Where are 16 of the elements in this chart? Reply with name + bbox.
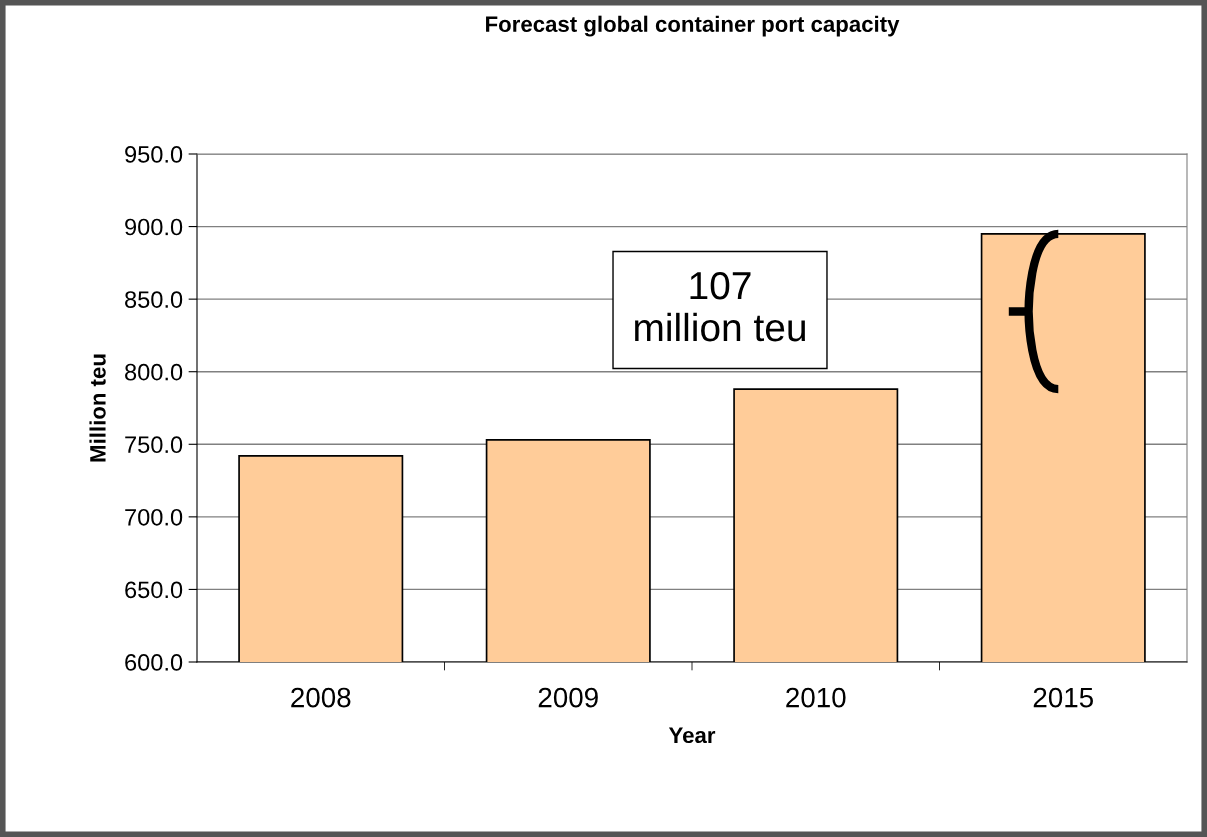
y-tick-label: 600.0 [125, 654, 183, 671]
annotation: 107 million teu [635, 271, 805, 342]
y-axis-title: Million teu [89, 354, 106, 462]
x-tick-label: 2009 [538, 687, 598, 708]
y-tick-label: 650.0 [125, 581, 183, 599]
y-tick-label: 950.0 [125, 146, 183, 163]
y-tick-label: 750.0 [125, 436, 183, 454]
y-tick-label: 700.0 [125, 508, 183, 526]
y-tick-label: 900.0 [125, 218, 183, 236]
x-tick-label: 2010 [786, 687, 846, 708]
chart-title: Forecast global container port capacity [486, 15, 900, 37]
y-tick-label: 850.0 [125, 291, 183, 308]
y-tick-label: 800.0 [125, 363, 183, 381]
x-tick-label: 2008 [291, 687, 351, 708]
x-axis-title: Year [668, 727, 716, 744]
x-tick-label: 2015 [1033, 687, 1093, 708]
